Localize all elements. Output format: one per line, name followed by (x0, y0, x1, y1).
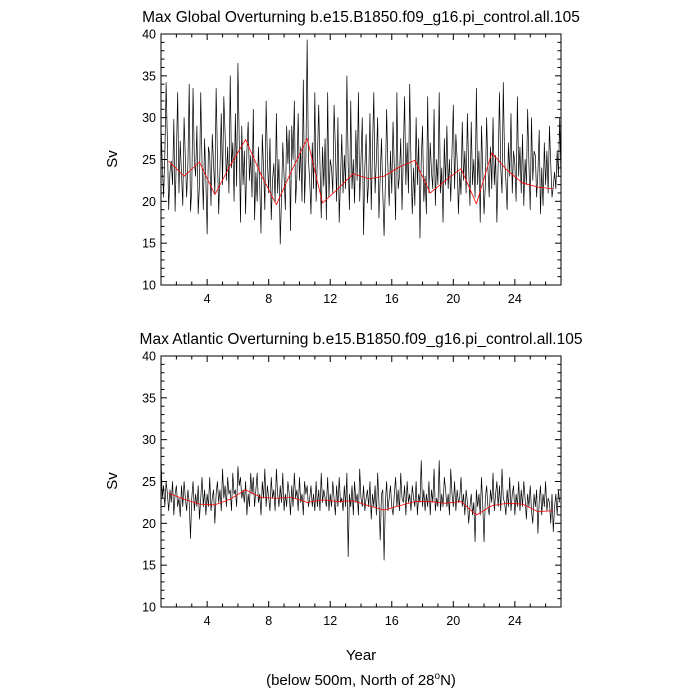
x-tick-label: 16 (385, 614, 399, 628)
x-tick-label: 16 (385, 292, 399, 306)
x-tick-label: 20 (446, 292, 460, 306)
plot-area: 10 15 20 25 30 35 40 4 8 12 16 20 24 (142, 28, 562, 306)
monthly-series-line (160, 39, 562, 245)
x-tick-label: 4 (204, 614, 211, 628)
x-tick-label: 12 (323, 292, 337, 306)
y-tick-label: 10 (142, 279, 156, 293)
subtitle-suffix: N) (440, 672, 456, 689)
x-tick-label: 12 (323, 614, 337, 628)
y-axis-label: Sv (104, 472, 121, 490)
y-tick-label: 10 (142, 601, 156, 615)
x-tick-label: 24 (508, 614, 522, 628)
x-tick-label: 4 (204, 292, 211, 306)
y-tick-label: 30 (142, 111, 156, 125)
annual-mean-series-line (168, 489, 554, 516)
y-tick-label: 40 (142, 350, 156, 364)
degree-superscript: o (435, 671, 441, 682)
monthly-series-line (160, 456, 561, 561)
y-tick-label: 20 (142, 517, 156, 531)
atlantic-overturning-panel: Max Atlantic Overturning b.e15.B1850.f09… (104, 331, 582, 664)
x-tick-label: 8 (265, 292, 272, 306)
figure-subtitle: (below 500m, North of 28oN) (266, 671, 456, 689)
chart-title: Max Atlantic Overturning b.e15.B1850.f09… (140, 331, 583, 348)
y-tick-label: 25 (142, 153, 156, 167)
y-tick-label: 35 (142, 391, 156, 405)
y-tick-label: 15 (142, 237, 156, 251)
y-tick-label: 15 (142, 559, 156, 573)
x-axis-label: Year (346, 647, 376, 664)
y-tick-label: 35 (142, 69, 156, 83)
y-tick-label: 20 (142, 195, 156, 209)
y-tick-label: 30 (142, 433, 156, 447)
x-tick-label: 8 (265, 614, 272, 628)
x-tick-label: 20 (446, 614, 460, 628)
y-tick-label: 25 (142, 475, 156, 489)
subtitle-prefix: (below 500m, North of 28 (266, 672, 434, 689)
y-tick-label: 40 (142, 28, 156, 42)
plot-frame (160, 355, 562, 608)
plot-area: 10 15 20 25 30 35 40 4 8 12 16 20 24 (142, 350, 562, 628)
global-overturning-panel: Max Global Overturning b.e15.B1850.f09_g… (104, 9, 580, 306)
y-axis-label: Sv (104, 150, 121, 168)
x-tick-label: 24 (508, 292, 522, 306)
annual-mean-series-line (168, 138, 554, 206)
chart-title: Max Global Overturning b.e15.B1850.f09_g… (142, 9, 580, 26)
